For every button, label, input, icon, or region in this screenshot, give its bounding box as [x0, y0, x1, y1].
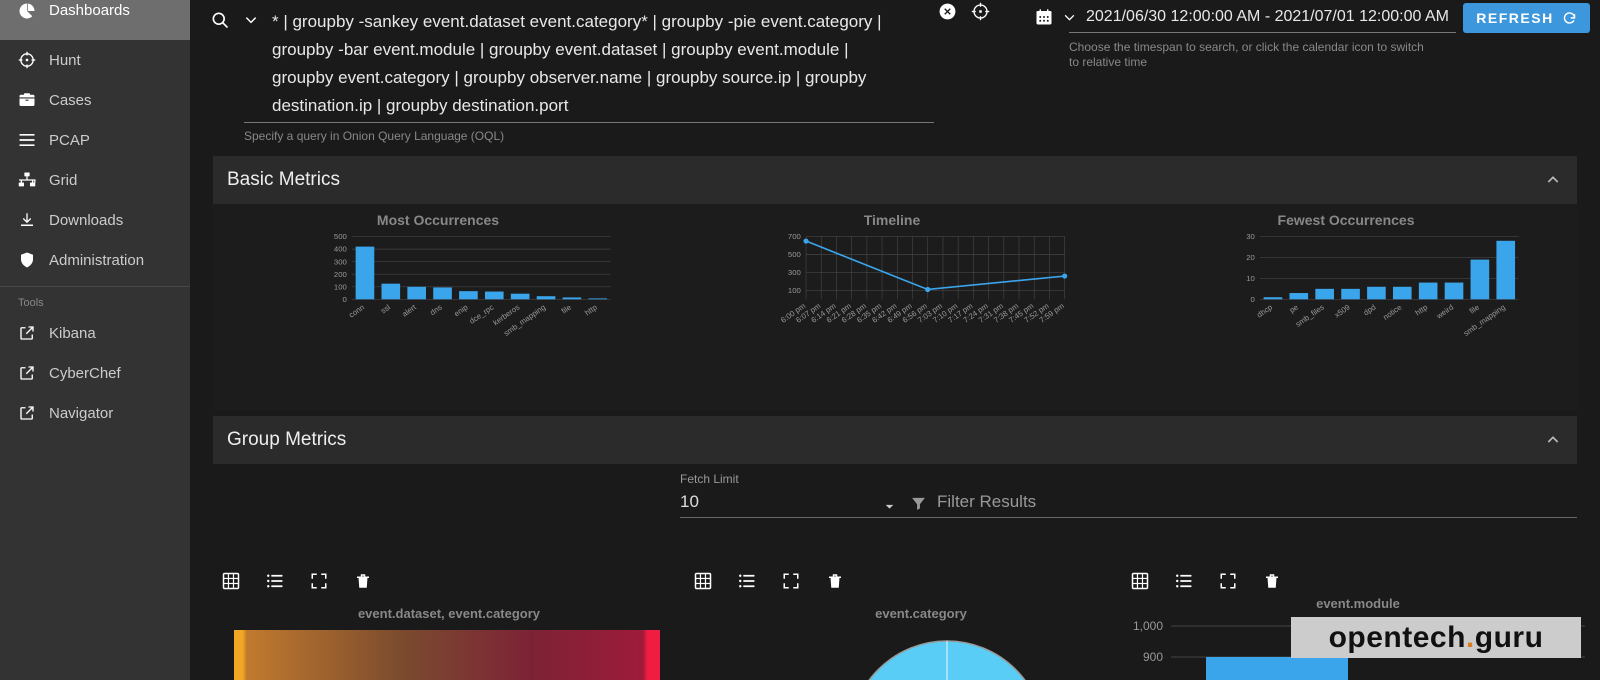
- svg-text:ssl: ssl: [379, 302, 392, 315]
- svg-text:file: file: [560, 303, 573, 316]
- svg-text:10: 10: [1246, 274, 1255, 283]
- svg-text:enip: enip: [452, 303, 469, 319]
- svg-text:dns: dns: [428, 303, 444, 318]
- svg-text:x509: x509: [1333, 303, 1352, 320]
- svg-text:dce_rpc: dce_rpc: [468, 303, 496, 326]
- svg-text:1,000: 1,000: [1133, 619, 1163, 633]
- svg-text:dpd: dpd: [1362, 303, 1378, 318]
- svg-text:100: 100: [334, 282, 347, 291]
- svg-text:900: 900: [1143, 650, 1163, 664]
- svg-text:500: 500: [334, 232, 347, 241]
- svg-text:alert: alert: [400, 302, 418, 319]
- svg-text:weird: weird: [1434, 303, 1455, 322]
- svg-text:0: 0: [343, 295, 347, 304]
- svg-text:100: 100: [788, 286, 801, 295]
- svg-text:file: file: [1468, 303, 1481, 316]
- svg-text:pe: pe: [1288, 303, 1300, 315]
- svg-text:200: 200: [334, 270, 347, 279]
- svg-text:conn: conn: [347, 303, 366, 320]
- svg-text:700: 700: [788, 232, 801, 241]
- svg-text:0: 0: [1251, 295, 1255, 304]
- svg-text:500: 500: [788, 250, 801, 259]
- svg-text:20: 20: [1246, 253, 1255, 262]
- svg-text:dhcp: dhcp: [1255, 303, 1274, 320]
- svg-text:30: 30: [1246, 232, 1255, 241]
- svg-text:300: 300: [334, 257, 347, 266]
- svg-text:300: 300: [788, 268, 801, 277]
- svg-text:http: http: [1414, 303, 1430, 318]
- svg-text:400: 400: [334, 245, 347, 254]
- svg-text:smb_files: smb_files: [1294, 303, 1326, 329]
- svg-text:notice: notice: [1381, 303, 1403, 322]
- svg-text:http: http: [583, 303, 599, 318]
